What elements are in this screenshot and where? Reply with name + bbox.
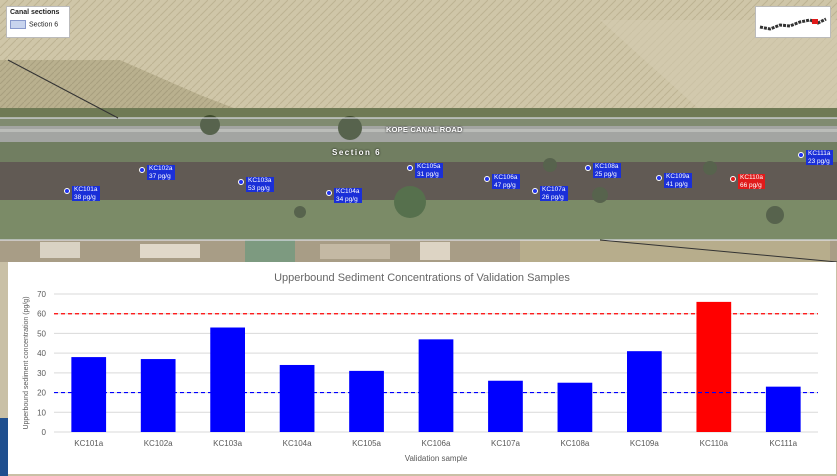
bar: [71, 357, 107, 432]
bar-chart: Upperbound Sediment Concentrations of Va…: [8, 262, 836, 474]
legend-title: Canal sections: [10, 9, 60, 16]
chart-title: Upperbound Sediment Concentrations of Va…: [274, 272, 570, 284]
x-tick-label: KC109a: [630, 439, 659, 448]
bar: [765, 386, 801, 432]
sample-pin-icon: [798, 152, 804, 158]
sample-id: KC111a: [808, 150, 831, 157]
sample-id: KC104a: [336, 188, 360, 195]
sample-concentration: 23 pg/g: [808, 157, 830, 165]
sample-marker-exceedance[interactable]: KC110a 66 pg/g: [730, 174, 766, 189]
bar: [627, 351, 662, 432]
sample-concentration: 31 pg/g: [417, 170, 439, 178]
sample-id: KC102a: [149, 165, 173, 172]
sample-marker[interactable]: KC104a 34 pg/g: [326, 188, 362, 203]
bar: [557, 382, 593, 432]
sample-pin-icon: [407, 165, 413, 171]
bar: [418, 339, 454, 432]
aerial-map: Canal sections Section 6 KOPE CANAL ROAD…: [0, 0, 837, 262]
bar: [349, 370, 384, 432]
sample-concentration: 25 pg/g: [595, 170, 617, 178]
sample-pin-icon: [656, 175, 662, 181]
bar: [488, 380, 523, 432]
road-label: KOPE CANAL ROAD: [386, 125, 463, 134]
bar: [279, 364, 315, 432]
sample-id: KC109a: [666, 173, 690, 180]
x-tick-label: KC102a: [144, 439, 173, 448]
y-tick-label: 30: [37, 369, 46, 378]
y-tick-label: 40: [37, 349, 46, 358]
x-tick-label: KC107a: [491, 439, 520, 448]
sample-id: KC103a: [248, 177, 272, 184]
sample-concentration: 41 pg/g: [666, 180, 688, 188]
y-tick-label: 70: [37, 290, 46, 299]
sample-marker[interactable]: KC102a 37 pg/g: [139, 165, 175, 180]
legend-swatch: [10, 20, 26, 29]
sample-id: KC107a: [542, 186, 566, 193]
section-label: Section 6: [332, 148, 382, 157]
edge-decoration: [0, 418, 8, 476]
sample-pin-icon: [484, 176, 490, 182]
sample-id: KC110a: [740, 174, 764, 181]
sample-marker[interactable]: KC111a 23 pg/g: [798, 150, 833, 165]
overview-minimap: [755, 6, 831, 38]
sample-pin-icon: [238, 179, 244, 185]
sample-id: KC105a: [417, 163, 441, 170]
sample-pin-icon: [139, 167, 145, 173]
sample-marker[interactable]: KC101a 38 pg/g: [64, 186, 100, 201]
y-tick-label: 20: [37, 389, 46, 398]
x-tick-label: KC108a: [560, 439, 589, 448]
bar: [210, 327, 245, 432]
sample-id: KC108a: [595, 163, 619, 170]
map-legend: Canal sections Section 6: [6, 6, 70, 38]
y-tick-label: 0: [42, 428, 47, 437]
x-tick-label: KC106a: [422, 439, 451, 448]
x-tick-label: KC110a: [700, 439, 729, 448]
sample-pin-icon: [64, 188, 70, 194]
x-tick-label: KC105a: [352, 439, 381, 448]
y-tick-label: 10: [37, 408, 46, 417]
sample-pin-icon: [532, 188, 538, 194]
sample-concentration: 38 pg/g: [74, 193, 96, 201]
y-axis-label: Upperbound sediment concentration (pg/g): [23, 296, 30, 429]
sample-concentration: 47 pg/g: [494, 181, 516, 189]
sample-pin-icon: [326, 190, 332, 196]
y-tick-label: 60: [37, 310, 46, 319]
x-axis-label: Validation sample: [405, 454, 468, 463]
sample-id: KC101a: [74, 186, 98, 193]
sample-pin-icon: [730, 176, 736, 182]
sample-marker[interactable]: KC106a 47 pg/g: [484, 174, 520, 189]
sample-concentration: 66 pg/g: [740, 181, 762, 189]
x-tick-label: KC101a: [74, 439, 103, 448]
legend-item-label: Section 6: [29, 21, 59, 29]
y-tick-label: 50: [37, 329, 46, 338]
sample-marker[interactable]: KC109a 41 pg/g: [656, 173, 692, 188]
sample-concentration: 37 pg/g: [149, 172, 171, 180]
sample-marker[interactable]: KC107a 26 pg/g: [532, 186, 568, 201]
sample-concentration: 26 pg/g: [542, 193, 564, 201]
x-tick-label: KC104a: [283, 439, 312, 448]
x-tick-label: KC103a: [213, 439, 242, 448]
sample-pin-icon: [585, 165, 591, 171]
chart-plot: 0 10 20 30 40 50 60 70 KC101a KC102a KC103a KC104a K…: [23, 290, 818, 463]
x-tick-label: KC111a: [769, 439, 797, 448]
sample-marker[interactable]: KC103a 53 pg/g: [238, 177, 274, 192]
overview-canal-path: [759, 17, 827, 31]
bar: [696, 301, 732, 432]
bar: [140, 359, 176, 432]
sample-marker[interactable]: KC108a 25 pg/g: [585, 163, 621, 178]
sample-concentration: 34 pg/g: [336, 195, 358, 203]
sample-id: KC106a: [494, 174, 518, 181]
sample-concentration: 53 pg/g: [248, 184, 270, 192]
sample-marker[interactable]: KC105a 31 pg/g: [407, 163, 443, 178]
